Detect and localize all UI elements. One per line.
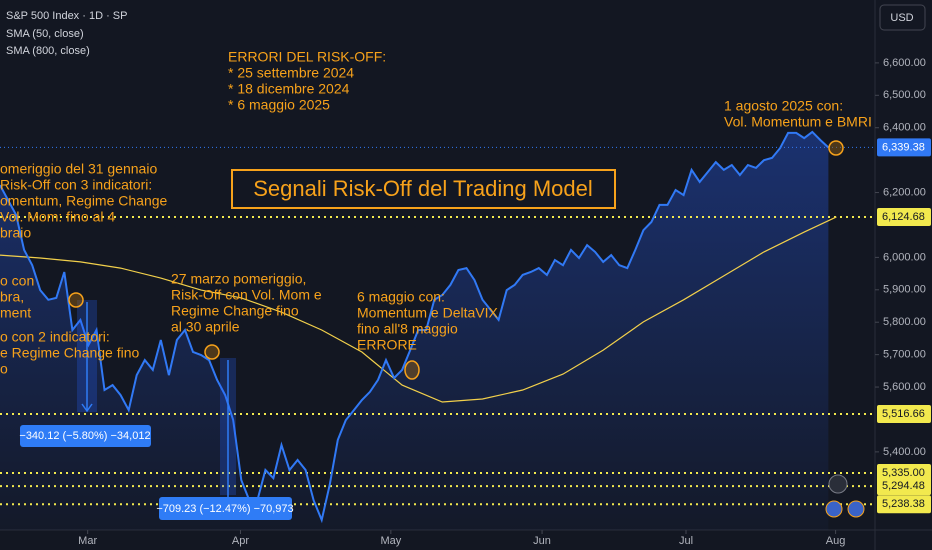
measure-arrow-head [81,403,93,413]
annotation-line: 1 agosto 2025 con: [724,98,843,114]
annotation-line: o [0,361,8,377]
measure-label: −340.12 (−5.80%) −34,012 [19,430,150,442]
annotation-line: e Regime Change fino [0,345,140,361]
annotation-line: 6 maggio con: [357,289,445,305]
x-tick-label: Apr [232,535,249,547]
price-badge [877,405,931,424]
price-badge-label: 6,339.38 [882,141,925,153]
price-badge [877,495,931,514]
signal-marker [204,344,220,360]
signal-marker [828,140,844,156]
signal-marker [404,360,420,380]
y-tick-label: 6,200.00 [883,186,926,198]
annotation-line: * 25 settembre 2024 [228,65,354,81]
annotation-line: ERRORI DEL RISK-OFF: [228,49,386,65]
signal-marker [68,292,84,308]
measure-box [159,497,292,520]
annotation-line: omeriggio del 31 gennaio [0,161,157,177]
y-tick-label: 5,800.00 [883,316,926,328]
annotation-line: ERRORE [357,337,417,353]
event-icon[interactable] [847,500,865,518]
annotation-line: * 6 maggio 2025 [228,97,330,113]
annotation-line: bra, [0,289,24,305]
y-tick-label: 5,700.00 [883,349,926,361]
price-badge-label: 5,516.66 [882,408,925,420]
y-tick-label: 5,400.00 [883,446,926,458]
annotation-line: Vol. Mom: fino al 4 [0,209,115,225]
annotation-line: braio [0,225,31,241]
y-tick-label: 6,400.00 [883,122,926,134]
annotation-line: ment [0,305,31,321]
legend-sma800: SMA (800, close) [6,45,90,57]
measure-box [20,425,151,447]
y-tick-label: 6,000.00 [883,251,926,263]
chart-title: Segnali Risk-Off del Trading Model [253,176,593,201]
measure-label: −709.23 (−12.47%) −70,973 [156,503,293,515]
event-icon[interactable] [825,500,843,518]
x-tick-label: Mar [78,535,97,547]
x-tick-label: Aug [826,535,846,547]
annotation-line: o con [0,273,34,289]
annotation-line: * 18 dicembre 2024 [228,81,350,97]
annotation-line: 27 marzo pomeriggio, [171,271,306,287]
annotation-line: Regime Change fino [171,303,299,319]
price-badge-label: 5,335.00 [882,467,925,479]
annotation-line: Vol. Momentum e BMRI [724,114,872,130]
title-box [231,169,616,209]
price-badge-label: 6,124.68 [882,211,925,223]
price-line [0,130,830,524]
annotation-line: omentum, Regime Change [0,193,168,209]
y-tick-label: 5,900.00 [883,284,926,296]
alert-icon[interactable] [828,474,848,494]
x-tick-label: May [380,535,401,547]
legend-sma50: SMA (50, close) [6,28,84,40]
y-tick-label: 6,600.00 [883,57,926,69]
price-badge [877,207,931,226]
annotation-line: Risk-Off con 3 indicatori: [0,177,152,193]
price-badge [877,477,931,496]
sma-line [0,216,837,403]
x-tick-label: Jul [679,535,693,547]
price-badge-label: 5,238.38 [882,498,925,510]
legend-main: S&P 500 Index · 1D · SP [6,10,127,22]
x-tick-label: Jun [533,535,551,547]
currency-button[interactable] [879,4,926,31]
price-badge-label: 5,294.48 [882,480,925,492]
annotation-line: Risk-Off con Vol. Mom e [171,287,322,303]
y-tick-label: 6,500.00 [883,89,926,101]
currency-label: USD [890,12,913,24]
y-tick-label: 5,600.00 [883,381,926,393]
price-area [0,131,829,530]
annotation-line: al 30 aprile [171,319,240,335]
annotation-line: fino all'8 maggio [357,321,458,337]
annotation-line: o con 2 indicatori: [0,329,110,345]
annotation-line: Momentum e DeltaVIX [357,305,498,321]
price-badge [877,138,931,157]
